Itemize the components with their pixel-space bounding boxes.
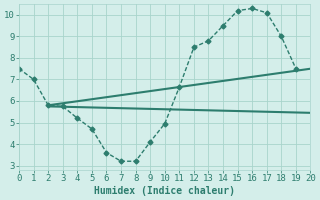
X-axis label: Humidex (Indice chaleur): Humidex (Indice chaleur): [94, 186, 235, 196]
